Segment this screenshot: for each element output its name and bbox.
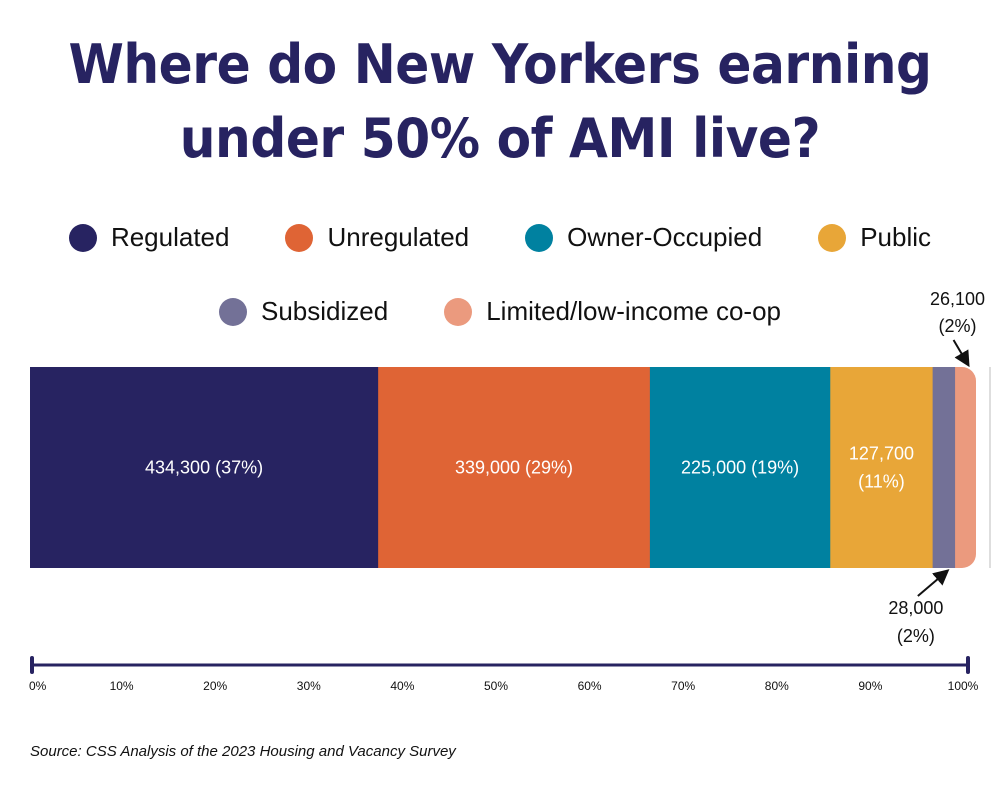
source-note: Source: CSS Analysis of the 2023 Housing… [30,743,456,760]
x-tick-label: 70% [671,679,695,693]
data-label-subsidized: (2%) [897,626,935,646]
annotation-arrow-subsidized [917,569,950,597]
data-label-subsidized: 28,000 [888,598,943,618]
legend-item-unregulated: Unregulated [285,222,469,253]
legend-label: Limited/low-income co-op [486,296,781,326]
legend-label: Subsidized [261,296,389,326]
x-tick-label: 80% [765,679,789,693]
x-tick-label: 90% [858,679,882,693]
legend-dot-icon [68,223,97,252]
bar-group [30,367,976,568]
legend-item-regulated: Regulated [68,222,230,253]
data-label-limited-low-income-co-op: 26,100 [930,289,985,309]
legend-label: Regulated [110,222,230,252]
x-tick-label: 20% [203,679,227,693]
legend-dot-icon [285,223,314,252]
x-tick-label: 30% [297,679,321,693]
bar-segment-limited-low-income-co-op [955,367,976,568]
legend-label: Owner-Occupied [567,222,763,252]
segment-labels: 434,300 (37%) 339,000 (29%) 225,000 (19%) 1… [145,289,985,646]
bar-segment-owner-occupied [649,367,831,568]
chart-title-line-2: under 50% of AMI live? [179,107,821,170]
data-label-public: (11%) [858,472,905,492]
legend-row-2: Subsidized Limited/low-income co-op [0,296,1000,327]
x-axis: 0% 10% 20% 30% 40% 50% 60% 70% 80% 90% 100% [29,656,979,693]
bar-segment-unregulated [378,367,651,568]
bar-segment-public [830,367,934,568]
legend-item-owner-occupied: Owner-Occupied [525,222,762,253]
legend-item-subsidized: Subsidized [219,296,388,327]
x-tick-label: 100% [948,679,979,693]
legend-label: Unregulated [327,222,470,252]
x-tick-label: 60% [578,679,602,693]
chart-title: Where do New Yorkers earning under 50% o… [35,28,965,176]
bar-segment-subsidized [932,367,956,568]
legend-label: Public [860,222,932,252]
legend-row-1: Regulated Unregulated Owner-Occupied Pub… [0,222,1000,253]
x-tick-label: 10% [110,679,134,693]
legend-dot-icon [525,223,554,252]
annotation-arrow-limited-low-income-co-op [952,339,970,368]
data-label-regulated: 434,300 (37%) [145,458,263,478]
data-label-limited-low-income-co-op: (2%) [939,316,977,336]
x-tick-label: 50% [484,679,508,693]
legend-dot-icon [219,297,247,326]
x-tick-label: 0% [29,679,47,693]
legend-item-limited-low-income-co-op: Limited/low-income co-op [444,296,781,327]
data-label-public: 127,700 [849,444,914,464]
bar-segment-regulated [30,367,379,568]
legend-dot-icon [818,223,847,252]
chart-title-line-1: Where do New Yorkers earning [68,33,932,96]
x-tick-label: 40% [390,679,414,693]
data-label-unregulated: 339,000 (29%) [455,458,573,478]
legend-item-public: Public [818,222,931,253]
legend-dot-icon [444,297,473,326]
data-label-owner-occupied: 225,000 (19%) [681,458,799,478]
